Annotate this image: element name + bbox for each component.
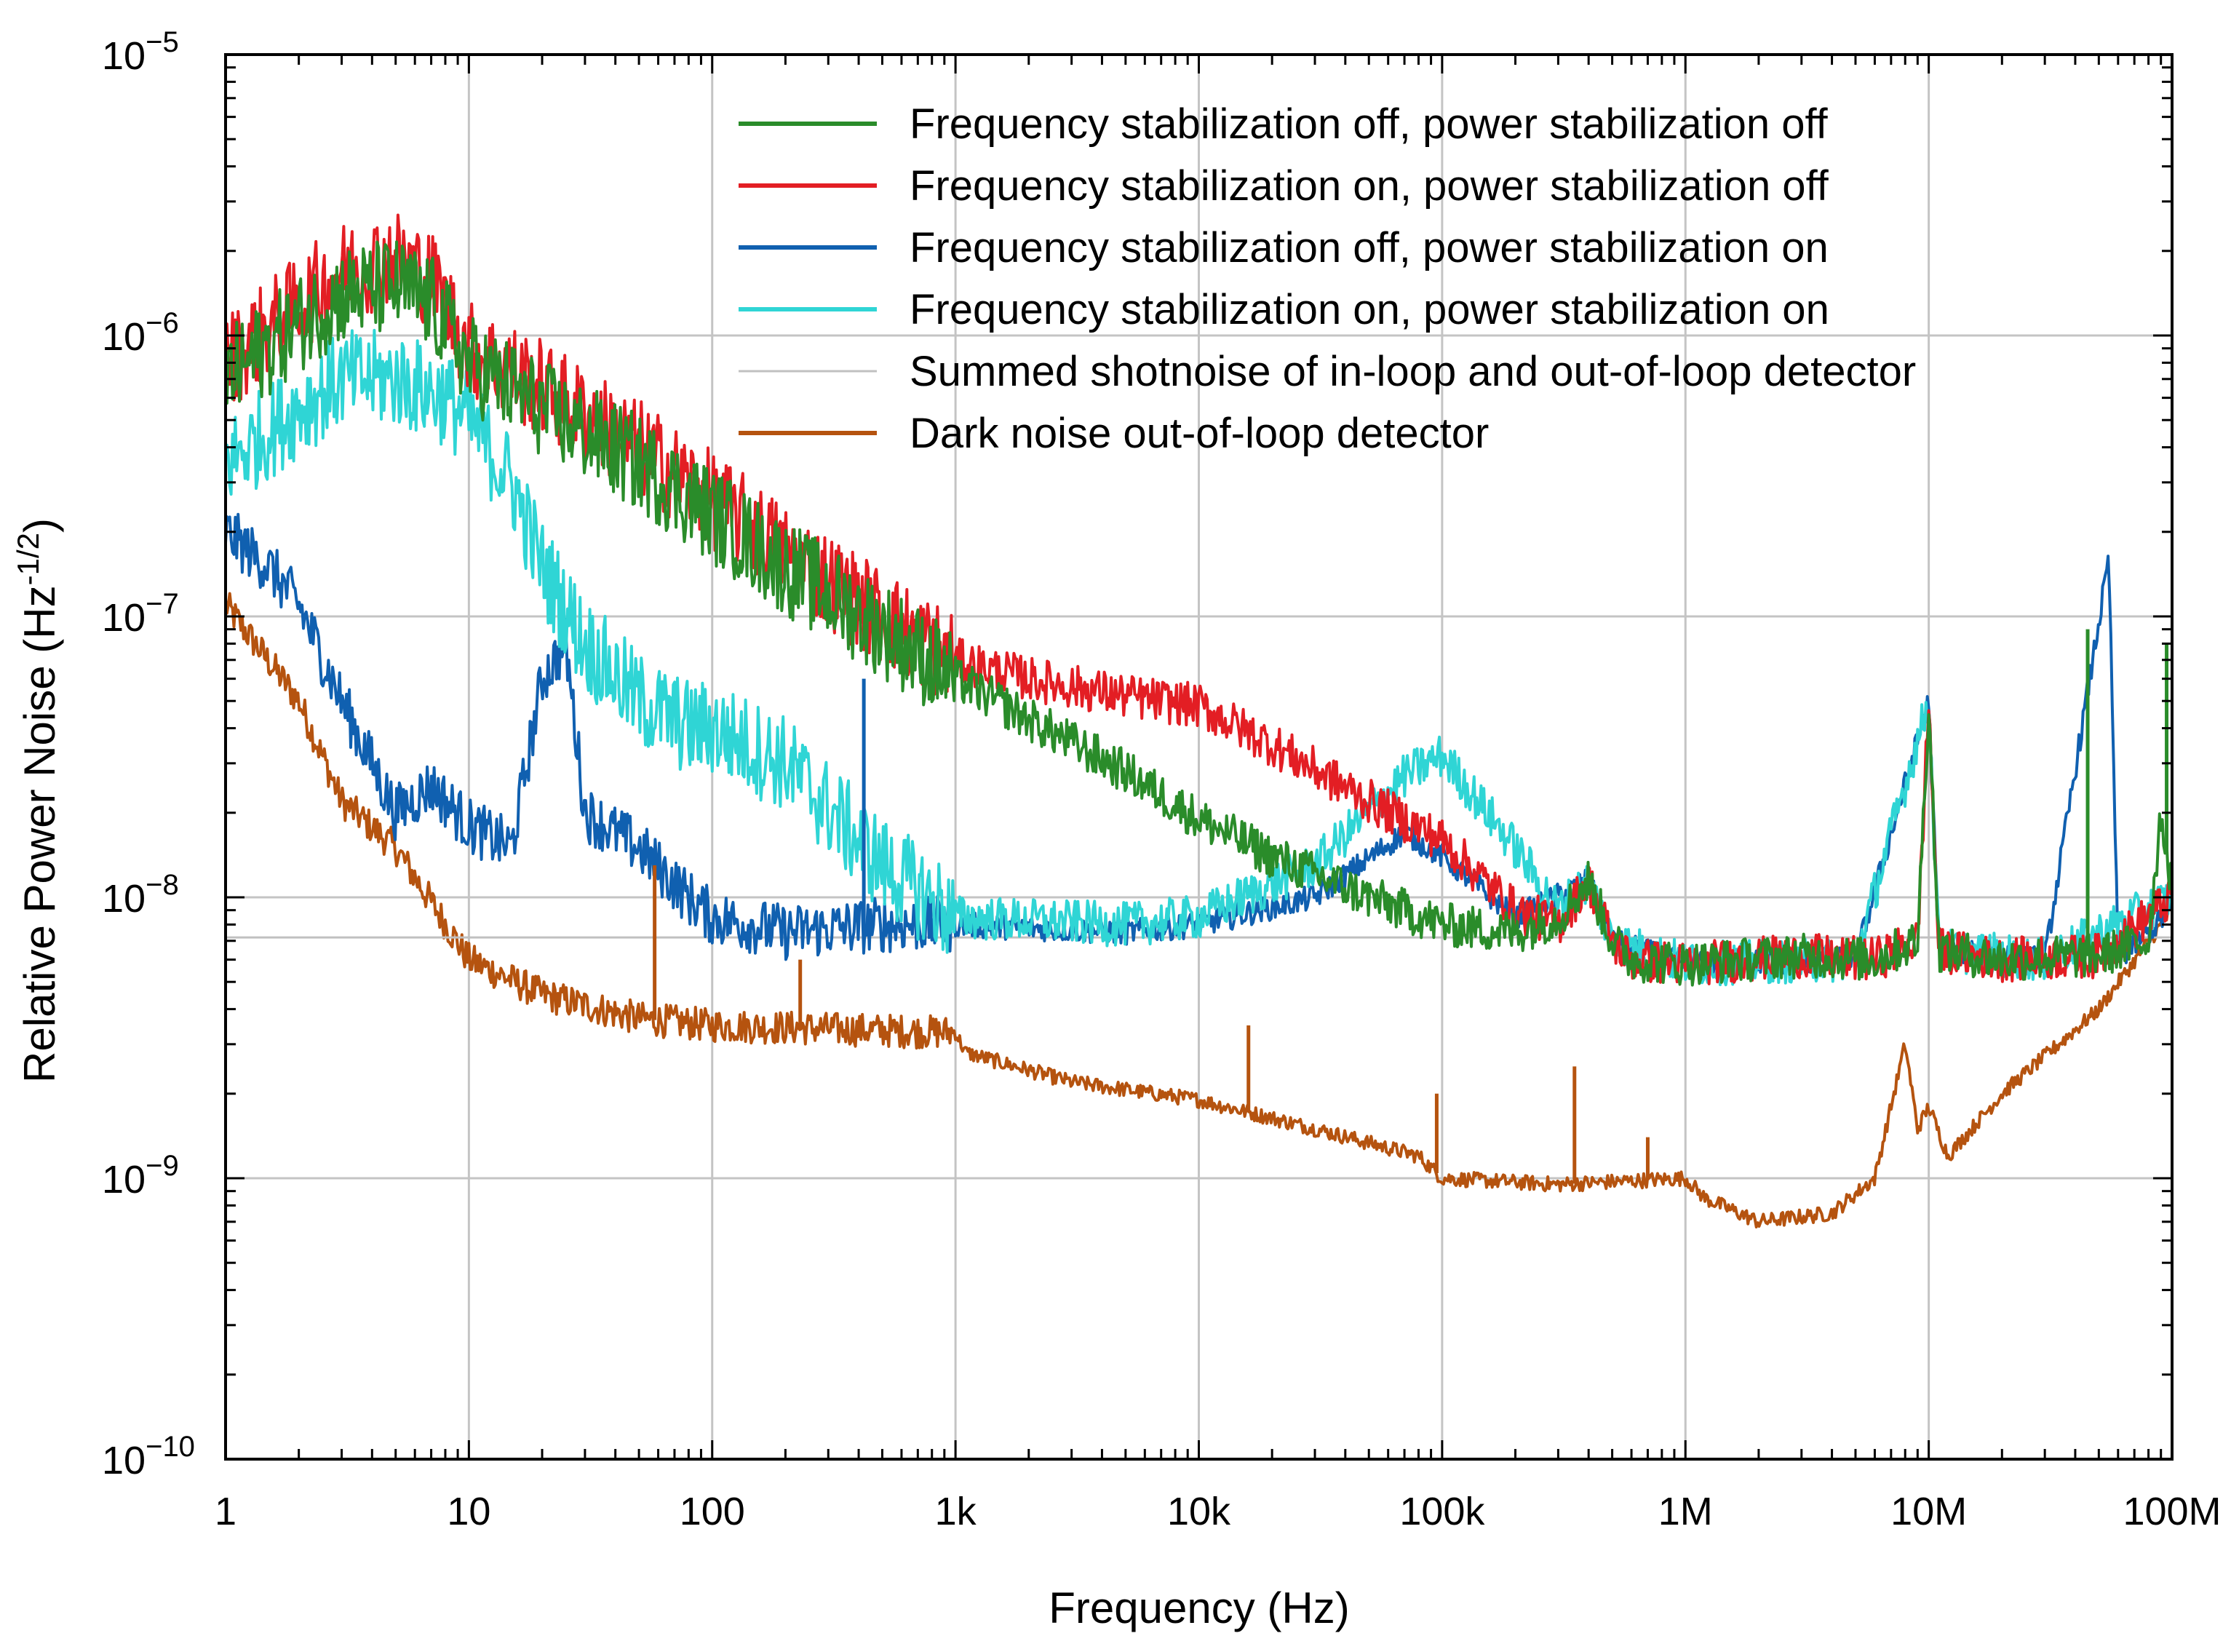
y-axis-title-main: Relative Power Noise (Hz xyxy=(15,585,64,1083)
y-tick-label: 10−10 xyxy=(102,1431,195,1482)
x-tick-label: 10k xyxy=(1167,1490,1231,1533)
legend-label: Frequency stabilization on, power stabil… xyxy=(910,286,1829,333)
series-layer xyxy=(224,213,2174,1228)
y-tick-label: 10−6 xyxy=(102,307,179,359)
legend-label: Summed shotnoise of in-loop and out-of-l… xyxy=(910,348,1916,395)
x-tick-label: 100M xyxy=(2123,1490,2221,1533)
legend-label: Frequency stabilization off, power stabi… xyxy=(910,224,1829,271)
y-axis-title-exponent: -1/2 xyxy=(11,533,45,585)
y-axis-title-end: ) xyxy=(15,518,64,533)
x-tick-label: 1k xyxy=(935,1490,977,1533)
axis-ticks: 1 10 100 1k 10k 100k 1M 10M 100M 10−5 10−6 10−7 10−8… xyxy=(102,26,2222,1533)
x-axis-title: Frequency (Hz) xyxy=(1049,1584,1349,1632)
x-tick-label: 1 xyxy=(215,1490,236,1533)
y-tick-label: 10−9 xyxy=(102,1150,179,1202)
legend-label: Frequency stabilization off, power stabi… xyxy=(910,100,1829,148)
y-tick-label: 10−5 xyxy=(102,26,179,78)
series-line-0 xyxy=(224,240,2174,987)
series-line-5 xyxy=(224,592,2174,1228)
y-axis-title: Relative Power Noise (Hz-1/2) xyxy=(11,518,64,1083)
legend-label: Dark noise out-of-loop detector xyxy=(910,410,1489,457)
y-tick-label: 10−7 xyxy=(102,588,179,640)
legend-label: Frequency stabilization on, power stabil… xyxy=(910,162,1829,210)
x-tick-label: 10 xyxy=(447,1490,490,1533)
legend: Frequency stabilization off, power stabi… xyxy=(739,100,1916,457)
x-tick-label: 1M xyxy=(1658,1490,1713,1533)
x-tick-label: 100 xyxy=(680,1490,745,1533)
x-tick-label: 10M xyxy=(1890,1490,1967,1533)
y-tick-label: 10−8 xyxy=(102,869,179,921)
x-tick-label: 100k xyxy=(1399,1490,1485,1533)
